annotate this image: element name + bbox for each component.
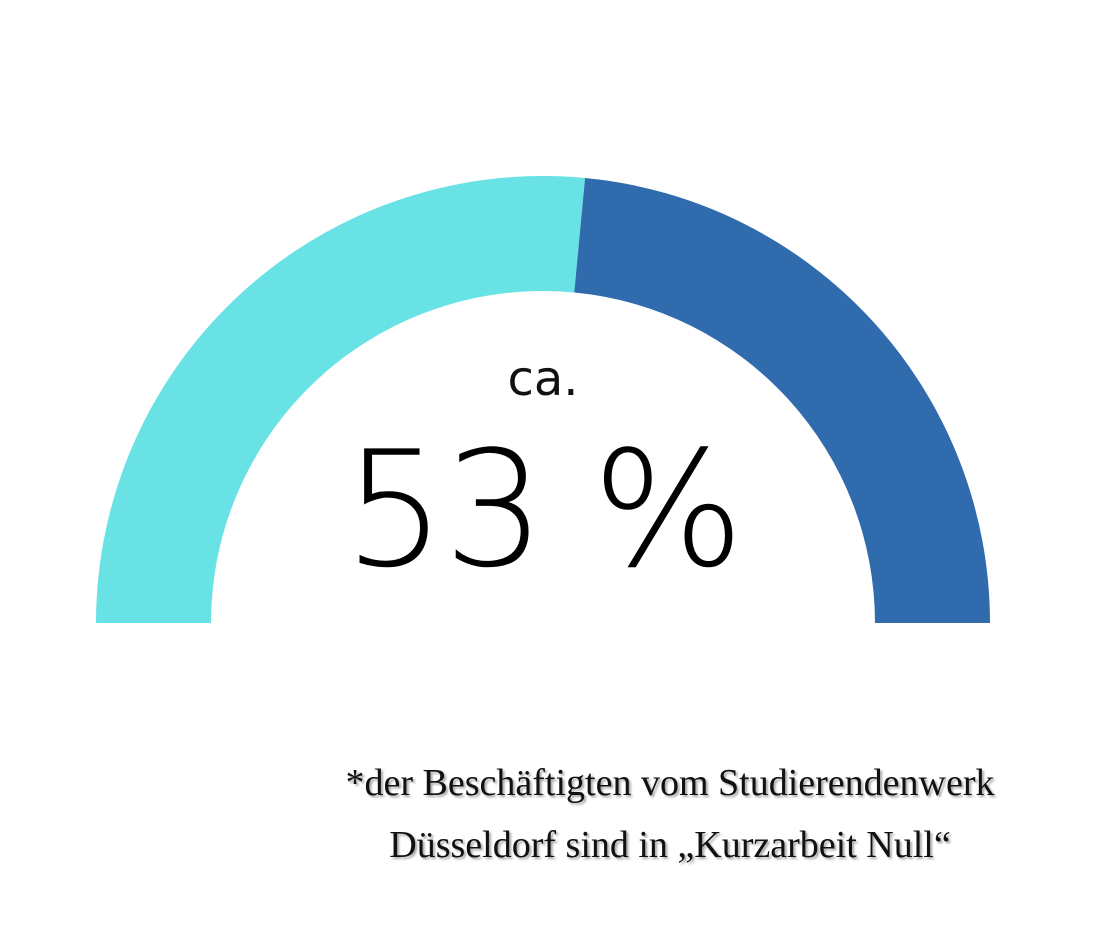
- gauge-segment-2: [574, 177, 990, 623]
- footnote-line-2: Düsseldorf sind in „Kurzarbeit Null“: [389, 824, 951, 866]
- gauge-segments: [96, 175, 990, 623]
- footnote: *der Beschäftigten vom Studierendenwerk …: [250, 752, 1090, 876]
- gauge-value-label: 53 %: [343, 416, 744, 603]
- gauge-segment-1: [96, 175, 586, 623]
- gauge-prefix-label: ca.: [507, 351, 579, 407]
- footnote-line-1: *der Beschäftigten vom Studierendenwerk: [345, 762, 995, 804]
